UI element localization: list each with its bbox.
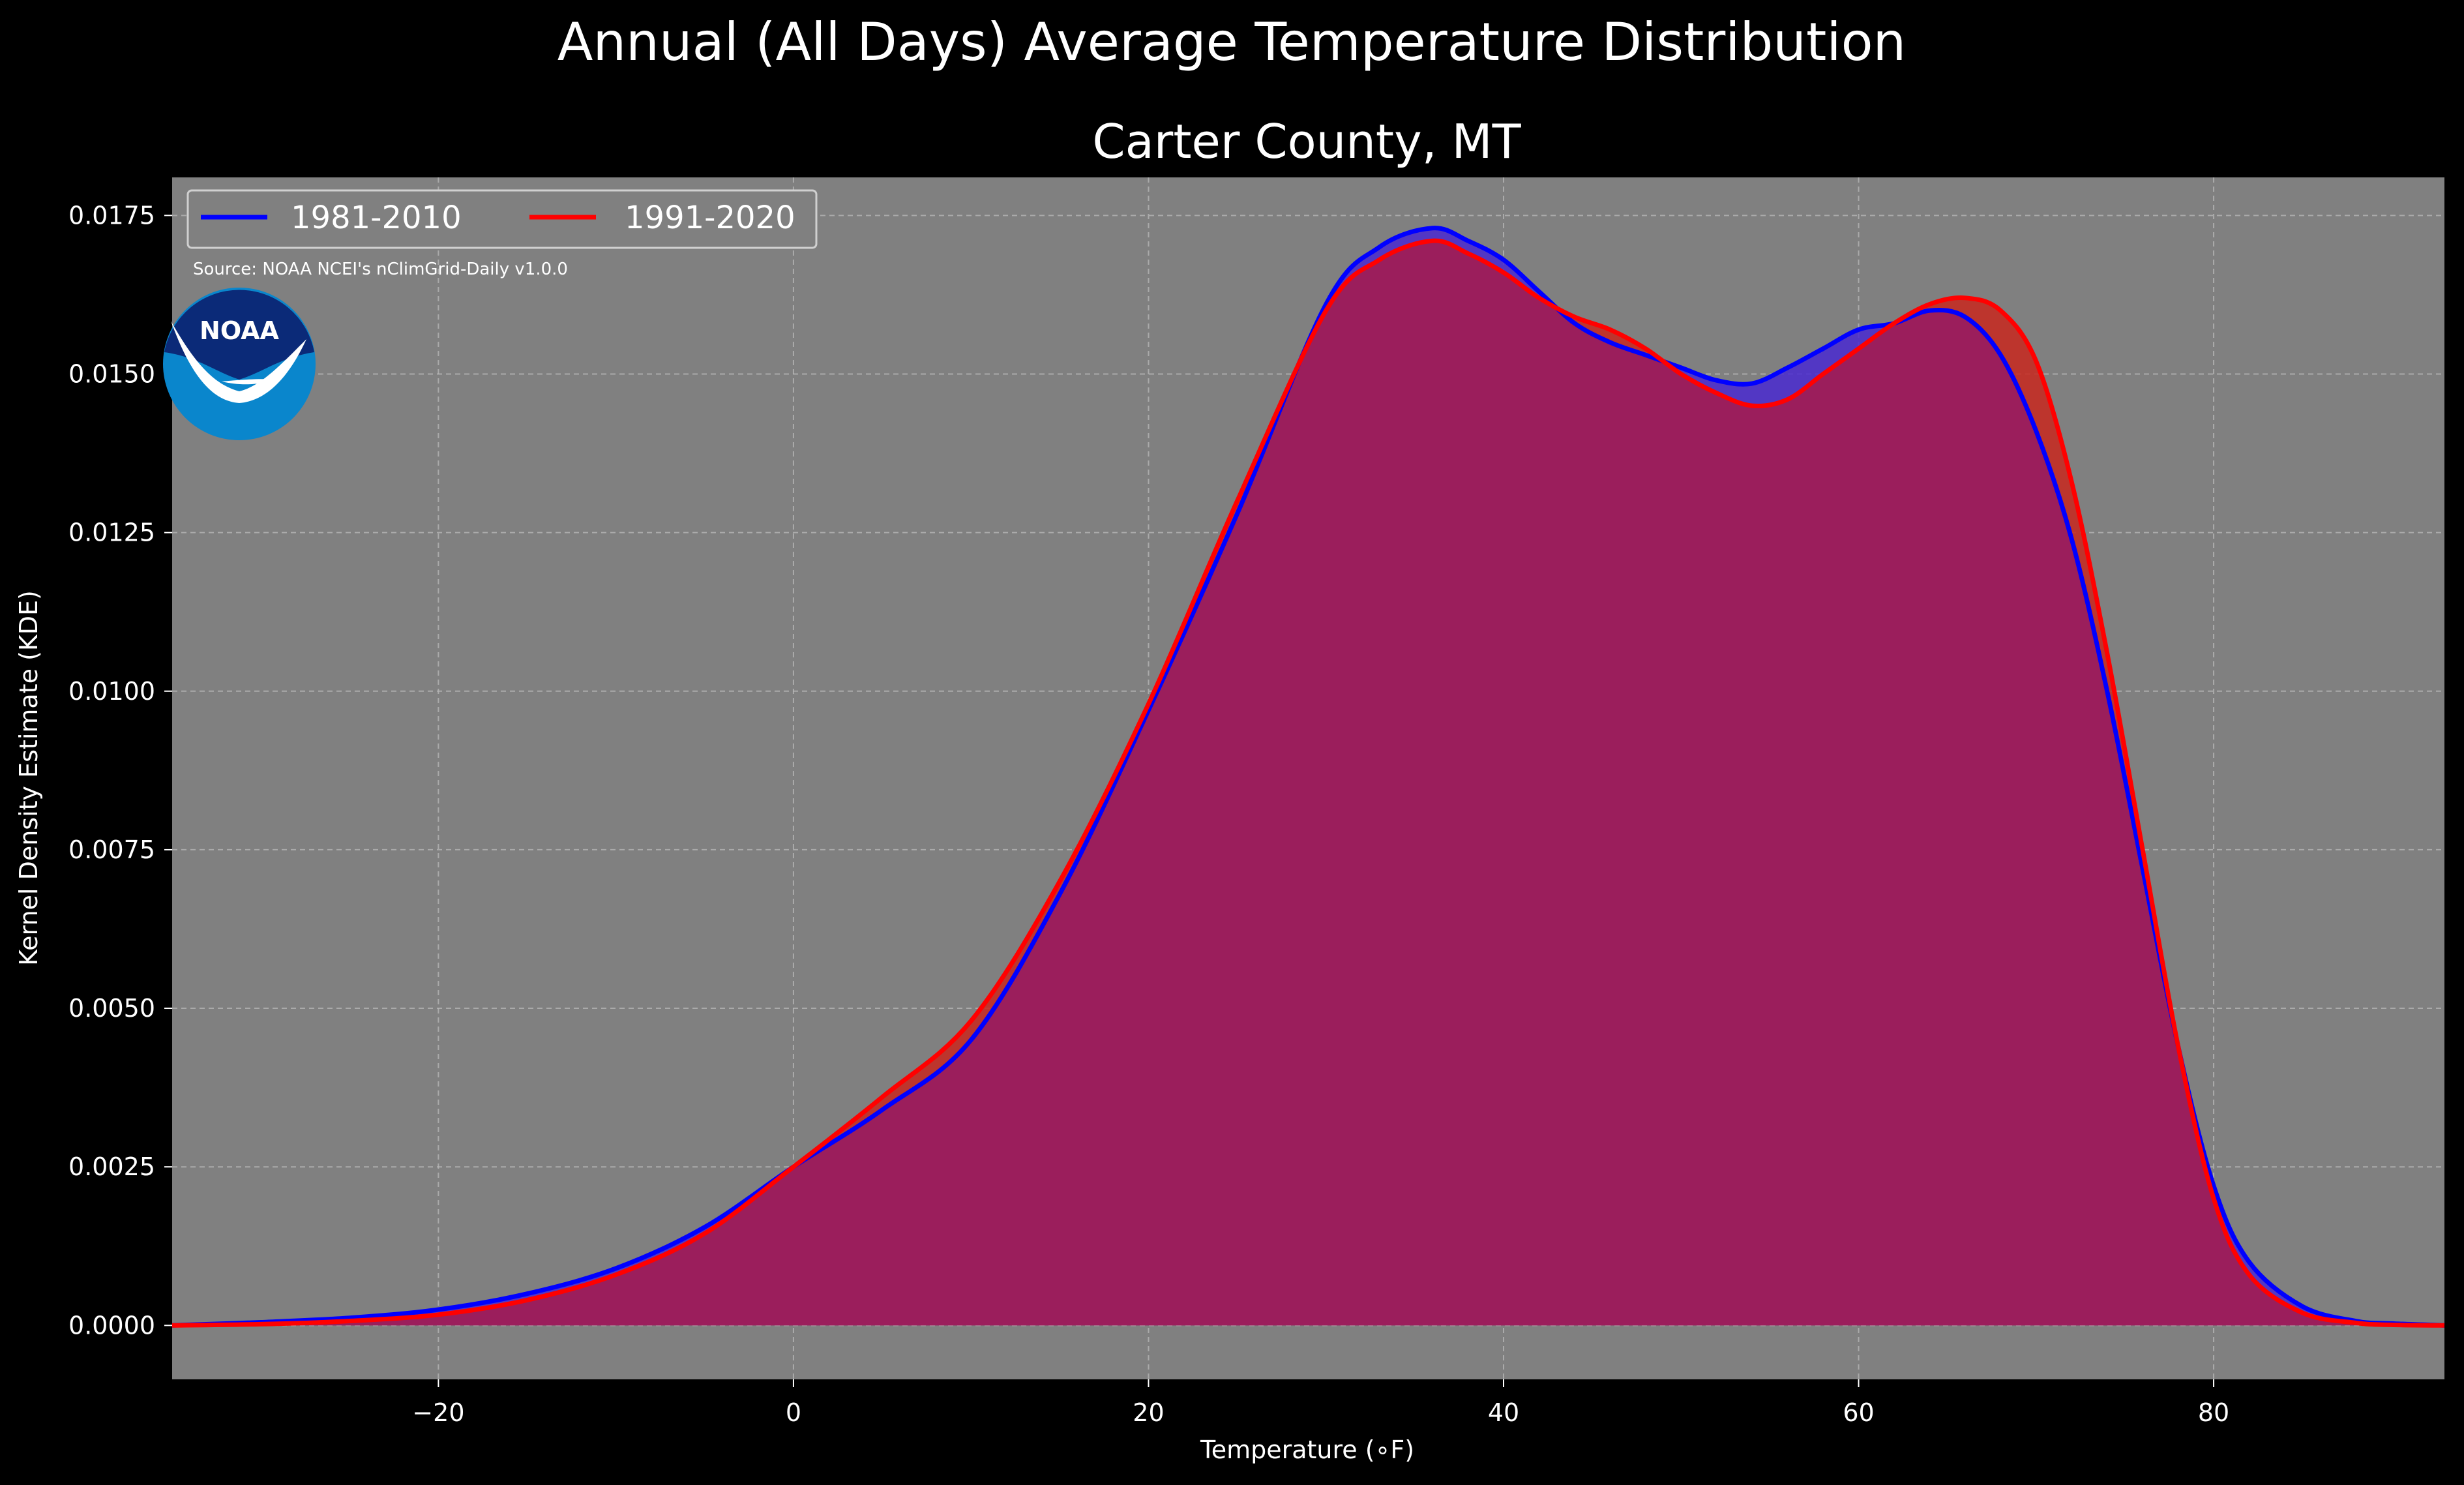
y-tick-label: 0.0150	[68, 359, 155, 388]
chart-subtitle: Carter County, MT	[1092, 114, 1521, 169]
y-tick-label: 0.0075	[68, 835, 155, 864]
y-tick-label: 0.0000	[68, 1311, 155, 1340]
noaa-logo-top	[164, 290, 314, 380]
kde-areas	[172, 228, 2444, 1326]
y-tick-label: 0.0050	[68, 994, 155, 1023]
x-tick-label: 40	[1488, 1398, 1519, 1427]
kde-lines	[171, 226, 2445, 1328]
x-tick-label: 0	[786, 1398, 801, 1427]
noaa-logo-bird	[171, 321, 306, 403]
y-tick-label: 0.0125	[68, 518, 155, 547]
y-tick-label: 0.0175	[68, 201, 155, 230]
x-tick-label: 80	[2198, 1398, 2229, 1427]
kde-line-1991-2020	[171, 238, 2445, 1328]
x-tick-label: −20	[412, 1398, 464, 1427]
kde-overlap-area	[172, 241, 2444, 1326]
kde-line-1981-2010	[171, 226, 2445, 1328]
y-axis-label: Kernel Density Estimate (KDE)	[14, 590, 43, 966]
chart-title: Annual (All Days) Average Temperature Di…	[557, 12, 1906, 72]
x-tick-label: 60	[1843, 1398, 1874, 1427]
legend-label-1991-2020: 1991-2020	[625, 200, 795, 236]
legend-frame	[186, 189, 818, 249]
source-note: Source: NOAA NCEI's nClimGrid-Daily v1.0…	[193, 260, 568, 279]
noaa-logo: NOAA	[163, 288, 316, 440]
legend: 1981-2010 1991-2020	[186, 189, 818, 249]
noaa-logo-text: NOAA	[200, 316, 279, 345]
y-tick-label: 0.0100	[68, 677, 155, 706]
noaa-logo-wing	[222, 379, 274, 385]
x-axis-label: Temperature (∘F)	[1200, 1435, 1414, 1464]
y-axis-ticks: 0.0000 0.0025 0.0050 0.0075 0.0100 0.0125 0.01…	[68, 201, 172, 1340]
legend-label-1981-2010: 1981-2010	[291, 200, 462, 236]
x-tick-label: 20	[1133, 1398, 1164, 1427]
y-tick-label: 0.0025	[68, 1152, 155, 1181]
x-axis-ticks: −20 0 20 40 60 80	[412, 1379, 2229, 1427]
